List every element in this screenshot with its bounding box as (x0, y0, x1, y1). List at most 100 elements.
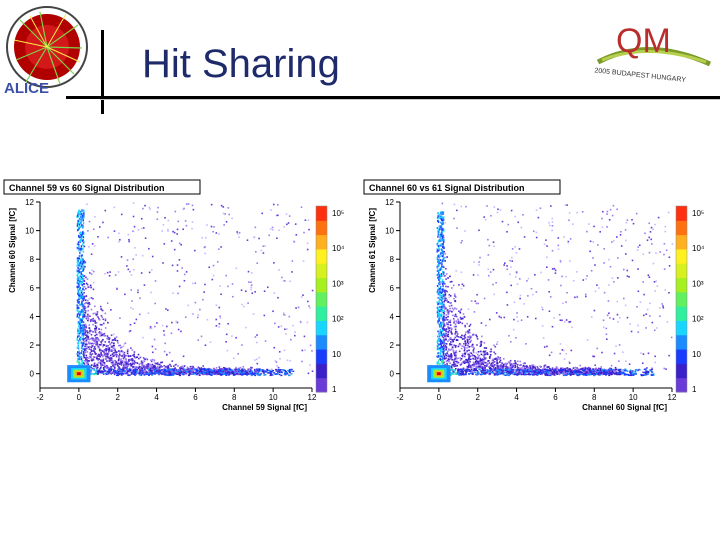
heatmap-cell (77, 329, 79, 332)
heatmap-cell (452, 349, 455, 352)
heatmap-cell (86, 331, 89, 334)
heatmap-cell (557, 370, 559, 373)
heatmap-cell (99, 355, 101, 358)
heatmap-cell (479, 342, 482, 344)
heatmap-cell (514, 360, 516, 362)
heatmap-cell (114, 366, 116, 369)
heatmap-cell (471, 334, 474, 337)
heatmap-cell (585, 371, 587, 374)
heatmap-cell (488, 244, 491, 247)
heatmap-cell (83, 315, 86, 318)
heatmap-cell (82, 288, 84, 291)
heatmap-cell (468, 359, 470, 361)
heatmap-cell (504, 366, 507, 368)
heatmap-cell (96, 357, 99, 360)
heatmap-cell (159, 361, 162, 364)
heatmap-cell (219, 317, 222, 319)
heatmap-cell (166, 353, 168, 356)
heatmap-cell (443, 344, 446, 346)
heatmap-cell (520, 319, 523, 322)
heatmap-cell (478, 364, 481, 367)
heatmap-cell (467, 336, 469, 338)
heatmap-cell (470, 339, 473, 342)
heatmap-cell (275, 368, 278, 371)
heatmap-cell (78, 311, 81, 314)
heatmap-cell (84, 347, 87, 350)
heatmap-cell (114, 337, 116, 340)
heatmap-cell (495, 312, 498, 314)
heatmap-cell (291, 260, 294, 262)
heatmap-cell (161, 230, 163, 232)
heatmap-cell (256, 262, 259, 265)
heatmap-cell (628, 276, 630, 278)
heatmap-cell (443, 312, 446, 315)
heatmap-cell (142, 357, 145, 359)
heatmap-cell (79, 327, 81, 330)
heatmap-cell (135, 254, 137, 256)
heatmap-cell (249, 368, 252, 371)
heatmap-cell (664, 230, 667, 233)
heatmap-cell (609, 317, 611, 319)
heatmap-cell (114, 362, 117, 364)
x-tick-label: 6 (193, 393, 198, 402)
heatmap-cell (493, 369, 495, 372)
heatmap-cell (81, 304, 84, 307)
heatmap-cell (228, 369, 231, 372)
heatmap-cell (509, 366, 512, 369)
heatmap-cell (540, 271, 542, 274)
heatmap-cell (570, 349, 573, 352)
heatmap-cell (114, 371, 117, 374)
heatmap-cell (82, 341, 85, 344)
heatmap-cell (529, 365, 531, 367)
heatmap-cell (154, 302, 156, 305)
heatmap-cell (79, 355, 81, 358)
heatmap-cell (210, 373, 213, 376)
heatmap-cell (548, 367, 551, 370)
heatmap-cell (526, 316, 529, 318)
heatmap-cell (111, 339, 114, 341)
heatmap-cell (445, 348, 447, 351)
heatmap-cell (85, 354, 88, 357)
heatmap-cell (88, 327, 91, 329)
heatmap-cell (454, 299, 456, 302)
heatmap-cell (439, 283, 442, 286)
heatmap-cell (82, 353, 84, 356)
heatmap-cell (80, 260, 82, 263)
heatmap-cell (83, 302, 86, 305)
heatmap-cell (557, 248, 560, 251)
heatmap-cell (182, 371, 184, 373)
heatmap-cell (530, 287, 533, 290)
heatmap-cell (98, 358, 100, 360)
heatmap-cell (150, 291, 152, 294)
heatmap-cell (80, 276, 83, 279)
heatmap-cell (76, 224, 79, 227)
heatmap-cell (250, 366, 252, 369)
heatmap-cell (185, 203, 188, 205)
heatmap-cell (478, 362, 481, 365)
heatmap-cell (132, 230, 134, 233)
heatmap-cell (309, 307, 311, 309)
heatmap-cell (472, 346, 474, 348)
heatmap-cell (455, 364, 457, 367)
heatmap-cell (456, 360, 458, 363)
heatmap-cell (579, 364, 582, 367)
heatmap-cell (90, 273, 93, 275)
heatmap-cell (203, 246, 206, 249)
heatmap-cell (625, 360, 627, 362)
heatmap-cell (497, 208, 499, 211)
heatmap-cell (144, 366, 146, 368)
heatmap-cell (93, 363, 96, 366)
heatmap-cell (501, 220, 504, 223)
heatmap-cell (254, 226, 257, 229)
heatmap-cell (78, 322, 81, 325)
heatmap-cell (232, 357, 235, 360)
heatmap-cell (609, 373, 612, 375)
heatmap-cell (110, 357, 113, 360)
heatmap-cell (649, 302, 651, 305)
heatmap-cell (88, 246, 90, 248)
heatmap-cell (482, 367, 484, 369)
heatmap-cell (150, 360, 153, 363)
heatmap-cell (156, 372, 159, 375)
heatmap-cell (116, 340, 119, 342)
heatmap-cell (196, 369, 199, 372)
